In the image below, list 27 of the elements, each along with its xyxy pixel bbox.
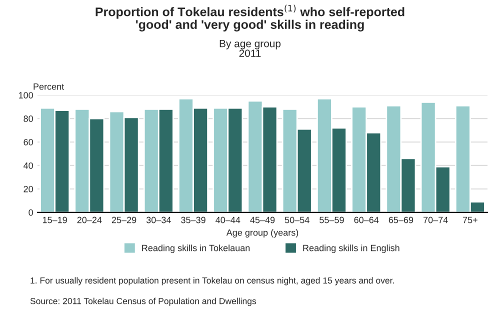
x-tick-label: 65–69 <box>388 216 414 224</box>
chart-title: Proportion of Tokelau residents$^{(1)}$ who self-reported 'good' and 'very good' skills in reading <box>96 4 404 32</box>
legend-label: Reading skills in Tokelauan <box>142 244 250 253</box>
x-tick-label: 20–24 <box>77 216 102 224</box>
x-tick-label: 40–44 <box>216 216 240 224</box>
x-tick-label: 75+ <box>463 216 478 224</box>
chart-subtitle: By age group 2011 <box>220 40 281 57</box>
source-note: Source: 2011 Tokelau Census of Population and Dwellings <box>30 298 256 306</box>
x-axis-title: Age group (years) <box>226 229 298 238</box>
y-tick-label: 0 <box>28 209 33 216</box>
y-tick-label: 80 <box>24 116 33 122</box>
x-tick-label: 35–39 <box>181 216 206 224</box>
legend-label: Reading skills in English <box>303 244 400 253</box>
x-tick-label: 50–54 <box>284 216 310 224</box>
x-tick-label: 15–19 <box>42 216 67 224</box>
x-tick-label: 55–59 <box>320 216 344 224</box>
x-tick-label: 45–49 <box>250 216 275 224</box>
text: 1. For usually resident population present in Tokelau on census night, aged 15 years and over. <box>30 277 394 286</box>
x-tick-label: 70–74 <box>423 216 448 224</box>
x-tick-label: 60–64 <box>354 216 379 224</box>
y-tick-label: 60 <box>24 138 33 146</box>
x-tick-label: 25–29 <box>112 216 136 224</box>
x-tick-label: 30–34 <box>146 216 171 224</box>
y-axis-title: Percent <box>34 83 64 90</box>
y-tick-label: 40 <box>24 162 33 169</box>
y-tick-label: 100 <box>18 92 33 98</box>
y-tick-label: 20 <box>24 186 33 192</box>
